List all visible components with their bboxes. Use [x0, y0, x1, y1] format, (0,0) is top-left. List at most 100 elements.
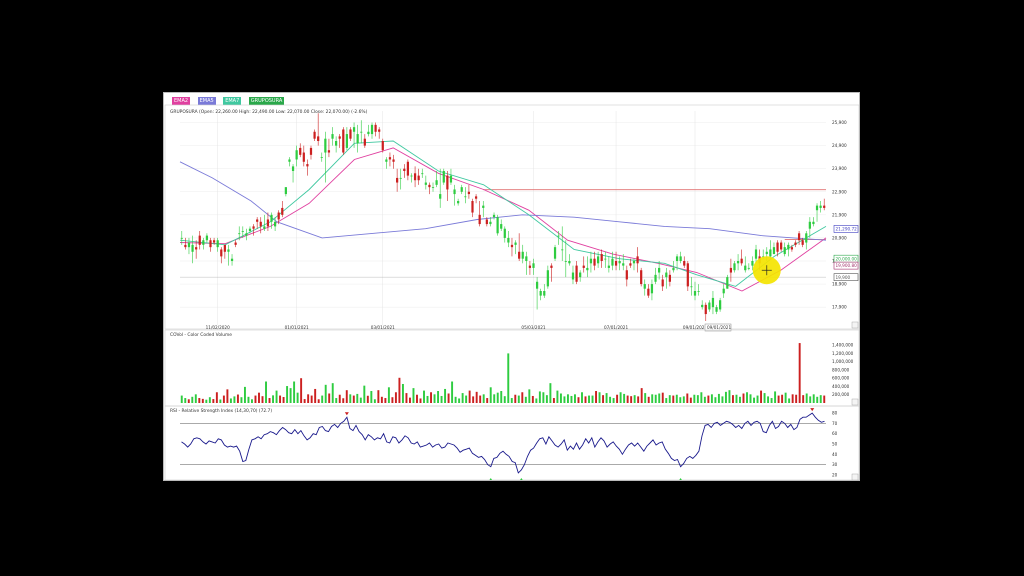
- candle-body: [227, 249, 230, 252]
- candle-body: [722, 288, 725, 294]
- volume-bar: [668, 395, 671, 403]
- candle-body: [367, 131, 370, 135]
- volume-bar: [774, 391, 777, 403]
- candle-body: [571, 272, 575, 280]
- volume-bar: [679, 397, 682, 403]
- volume-bar: [187, 399, 190, 403]
- candle-body: [579, 272, 582, 278]
- volume-bar: [517, 395, 520, 403]
- candle-body: [270, 214, 273, 222]
- volume-bar: [191, 396, 194, 403]
- volume-bar: [226, 389, 229, 403]
- candle-body: [496, 217, 499, 234]
- volume-bar: [261, 396, 264, 403]
- volume-bar: [212, 399, 215, 403]
- candle-body: [313, 131, 316, 139]
- candle-body: [180, 237, 183, 239]
- volume-bar: [735, 394, 738, 403]
- candle-body: [439, 194, 442, 199]
- volume-bar: [310, 395, 313, 403]
- volume-bar: [640, 388, 643, 403]
- volume-bar: [570, 395, 573, 403]
- candle-body: [819, 205, 822, 208]
- candle-body: [184, 244, 187, 248]
- volume-bar: [254, 395, 257, 403]
- volume-y-tick: 1,200,000: [832, 351, 854, 356]
- volume-bar: [693, 394, 696, 403]
- candle-body: [564, 261, 567, 262]
- candle-body: [532, 263, 535, 268]
- candle-body: [342, 129, 345, 153]
- candle-body: [327, 150, 331, 153]
- candle-body: [467, 191, 471, 195]
- rsi-marker-up: [489, 478, 493, 480]
- volume-y-tick: 200,000: [832, 392, 850, 397]
- volume-bar: [609, 396, 612, 403]
- volume-bar: [574, 394, 576, 403]
- chart-canvas: GRUPOSURA (Open: 22,260.00 High: 22,490.…: [164, 104, 859, 480]
- candle-body: [396, 177, 399, 183]
- volume-y-tick: 400,000: [832, 384, 850, 389]
- volume-bar: [486, 398, 489, 403]
- candle-body: [518, 251, 521, 259]
- candle-body: [273, 221, 277, 227]
- ema-line-ema2: [179, 147, 827, 292]
- volume-bar: [651, 394, 654, 403]
- ema-line-ema5: [179, 161, 827, 241]
- volume-y-tick: 800,000: [832, 367, 850, 372]
- volume-bar: [819, 395, 822, 403]
- candle-body: [675, 256, 679, 261]
- volume-bar: [296, 392, 299, 403]
- volume-bar: [233, 396, 236, 403]
- candle-body: [421, 173, 424, 175]
- volume-bar: [535, 398, 538, 403]
- candle-body: [672, 267, 675, 271]
- price-box-label: 20,000.00: [836, 256, 858, 261]
- candle-body: [256, 219, 259, 222]
- price-box: [833, 273, 859, 281]
- volume-bar: [503, 396, 506, 403]
- volume-bar: [788, 398, 791, 403]
- candle-body: [543, 291, 546, 296]
- candle-body: [708, 302, 711, 310]
- rsi-y-tick: 20: [832, 472, 838, 477]
- legend-item-ema5[interactable]: EMA5: [197, 97, 216, 105]
- volume-bar: [359, 397, 362, 403]
- candle-body: [780, 242, 783, 250]
- price-y-tick: 20,900: [832, 235, 847, 240]
- volume-bar: [717, 393, 720, 403]
- volume-bar: [559, 393, 562, 403]
- volume-bar: [247, 396, 250, 403]
- volume-bar: [321, 395, 324, 403]
- volume-bar: [482, 394, 485, 403]
- rsi-y-tick: 40: [832, 452, 838, 457]
- volume-bar: [644, 393, 647, 403]
- candle-body: [797, 233, 801, 241]
- candle-body: [245, 233, 248, 236]
- candle-body: [356, 134, 359, 144]
- candle-body: [622, 263, 625, 266]
- candle-body: [776, 242, 779, 252]
- candle-body: [431, 187, 435, 188]
- legend-item-gruposura[interactable]: GRUPOSURA: [248, 97, 285, 105]
- candle-body: [360, 131, 363, 133]
- candle-body: [690, 286, 693, 288]
- legend-item-ema2[interactable]: EMA2: [172, 97, 191, 105]
- candle-body: [266, 219, 270, 227]
- volume-bar: [279, 395, 282, 403]
- candle-body: [726, 277, 729, 289]
- candle-body: [546, 270, 549, 287]
- volume-bar: [265, 381, 267, 403]
- volume-bar: [289, 388, 292, 403]
- volume-bar: [314, 388, 317, 403]
- legend-item-ema7[interactable]: EMA7: [223, 97, 242, 105]
- candle-body: [291, 166, 295, 171]
- volume-bar: [823, 395, 826, 403]
- price-box-label: 19,900: [836, 275, 851, 280]
- volume-bar: [268, 398, 271, 403]
- volume-bar: [623, 393, 626, 403]
- candle-body: [392, 159, 395, 162]
- rsi-marker-up: [679, 478, 682, 480]
- candle-body: [815, 205, 819, 211]
- candle-body: [223, 244, 226, 252]
